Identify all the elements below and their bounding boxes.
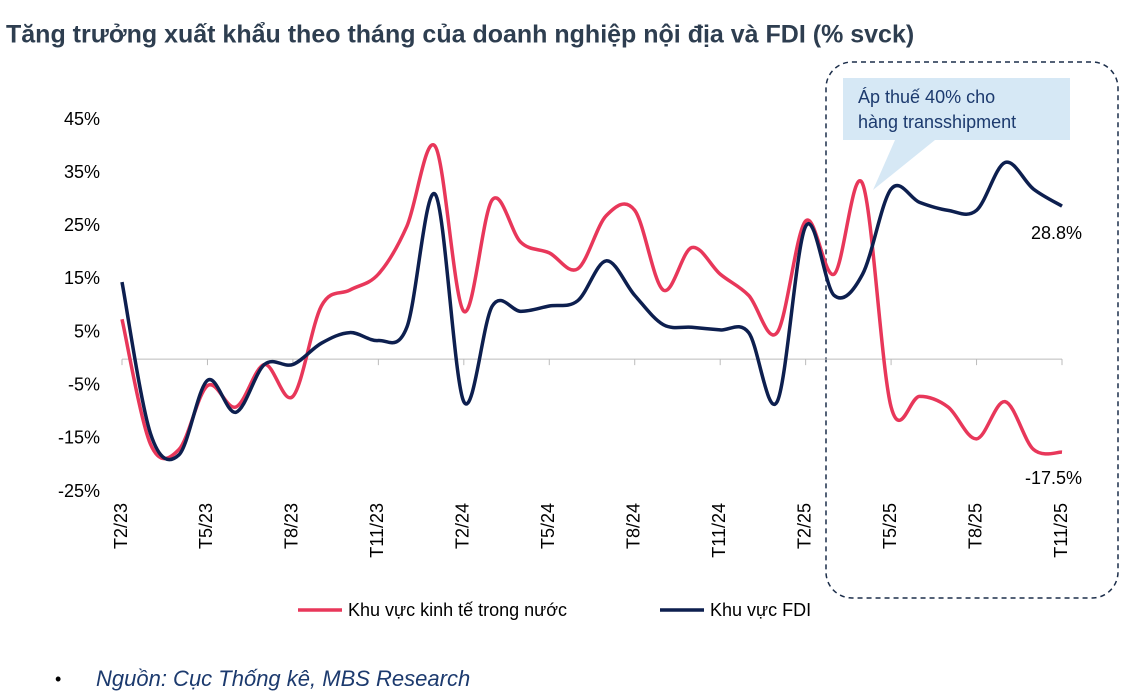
legend-label: Khu vực FDI: [710, 600, 811, 620]
x-tick-label: T11/23: [367, 503, 387, 558]
y-tick-label: 15%: [64, 268, 100, 288]
y-tick-label: -5%: [68, 374, 100, 394]
legend-label: Khu vực kinh tế trong nước: [348, 600, 567, 620]
data-label: -17.5%: [1025, 468, 1082, 488]
bullet: •: [55, 669, 61, 689]
x-tick-label: T5/24: [538, 503, 558, 549]
x-tick-label: T2/23: [111, 503, 131, 549]
x-tick-label: T8/25: [965, 503, 985, 549]
x-tick-label: T5/23: [196, 503, 216, 549]
y-tick-label: 25%: [64, 215, 100, 235]
highlight-box: [825, 61, 1119, 599]
x-tick-label: T8/23: [282, 503, 302, 549]
annotation: Áp thuế 40% cho: [858, 87, 995, 107]
y-tick-label: 45%: [64, 109, 100, 129]
x-tick-label: T8/24: [623, 503, 643, 549]
chart-title: Tăng trưởng xuất khẩu theo tháng của doa…: [6, 21, 914, 49]
series-line: [120, 160, 1063, 462]
y-tick-label: -15%: [58, 428, 100, 448]
annotation-box: [843, 78, 1070, 190]
x-tick-label: T5/25: [880, 503, 900, 549]
y-tick-label: -25%: [58, 481, 100, 501]
series-line: [120, 143, 1063, 461]
x-tick-label: T11/25: [1051, 503, 1071, 558]
data-label: 28.8%: [1031, 223, 1082, 243]
source: Nguồn: Cục Thống kê, MBS Research: [96, 666, 470, 691]
x-tick-label: T2/24: [453, 503, 473, 549]
y-tick-label: 35%: [64, 162, 100, 182]
y-tick-label: 5%: [74, 321, 100, 341]
annotation: hàng transshipment: [858, 112, 1016, 132]
x-tick-label: T11/24: [709, 503, 729, 558]
x-tick-label: T2/25: [794, 503, 814, 549]
